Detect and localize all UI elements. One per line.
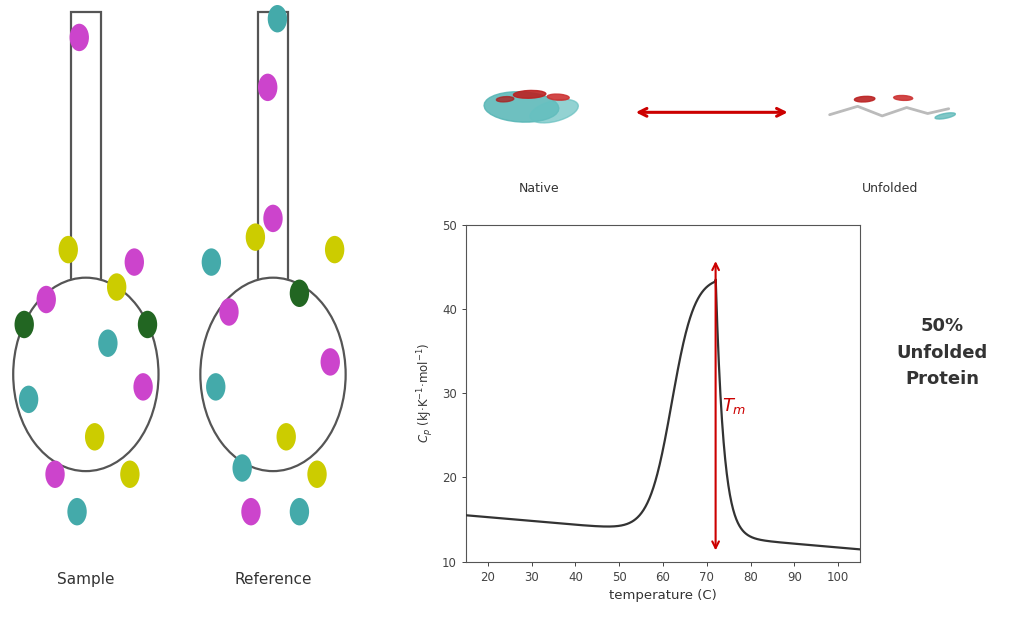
- Text: Reference: Reference: [234, 572, 311, 587]
- Ellipse shape: [13, 278, 159, 471]
- Circle shape: [37, 286, 56, 313]
- Ellipse shape: [201, 278, 346, 471]
- Circle shape: [58, 236, 78, 263]
- Circle shape: [307, 461, 327, 488]
- Circle shape: [45, 461, 65, 488]
- Circle shape: [258, 74, 278, 101]
- Circle shape: [70, 24, 89, 51]
- Text: $T_m$: $T_m$: [722, 396, 746, 416]
- Text: Unfolded: Unfolded: [861, 182, 918, 195]
- Circle shape: [18, 386, 38, 413]
- Ellipse shape: [854, 96, 874, 102]
- Circle shape: [276, 423, 296, 451]
- Circle shape: [138, 311, 158, 338]
- Circle shape: [133, 373, 153, 401]
- Circle shape: [68, 498, 87, 525]
- FancyBboxPatch shape: [71, 12, 100, 287]
- Circle shape: [267, 5, 287, 32]
- Text: Native: Native: [519, 182, 560, 195]
- Ellipse shape: [513, 90, 546, 98]
- Circle shape: [325, 236, 344, 263]
- Circle shape: [290, 280, 309, 307]
- X-axis label: temperature (C): temperature (C): [609, 589, 717, 602]
- Y-axis label: $C_p$ (kJ·K$^{-1}$·mol$^{-1}$): $C_p$ (kJ·K$^{-1}$·mol$^{-1}$): [416, 343, 436, 443]
- Ellipse shape: [484, 92, 559, 122]
- Ellipse shape: [935, 113, 955, 119]
- Circle shape: [246, 223, 265, 251]
- Circle shape: [242, 498, 261, 525]
- Ellipse shape: [894, 95, 912, 100]
- Text: Sample: Sample: [57, 572, 115, 587]
- Circle shape: [219, 298, 239, 326]
- Circle shape: [120, 461, 139, 488]
- FancyBboxPatch shape: [258, 12, 288, 287]
- Circle shape: [106, 273, 126, 301]
- Ellipse shape: [530, 99, 579, 123]
- Ellipse shape: [547, 94, 569, 100]
- Circle shape: [98, 329, 118, 357]
- Circle shape: [290, 498, 309, 525]
- Circle shape: [85, 423, 104, 451]
- Ellipse shape: [497, 97, 514, 102]
- Circle shape: [202, 248, 221, 276]
- Circle shape: [321, 348, 340, 376]
- Circle shape: [232, 454, 252, 482]
- Circle shape: [125, 248, 144, 276]
- Circle shape: [206, 373, 225, 401]
- Text: 50%
Unfolded
Protein: 50% Unfolded Protein: [896, 317, 988, 388]
- Circle shape: [263, 205, 283, 232]
- Circle shape: [14, 311, 34, 338]
